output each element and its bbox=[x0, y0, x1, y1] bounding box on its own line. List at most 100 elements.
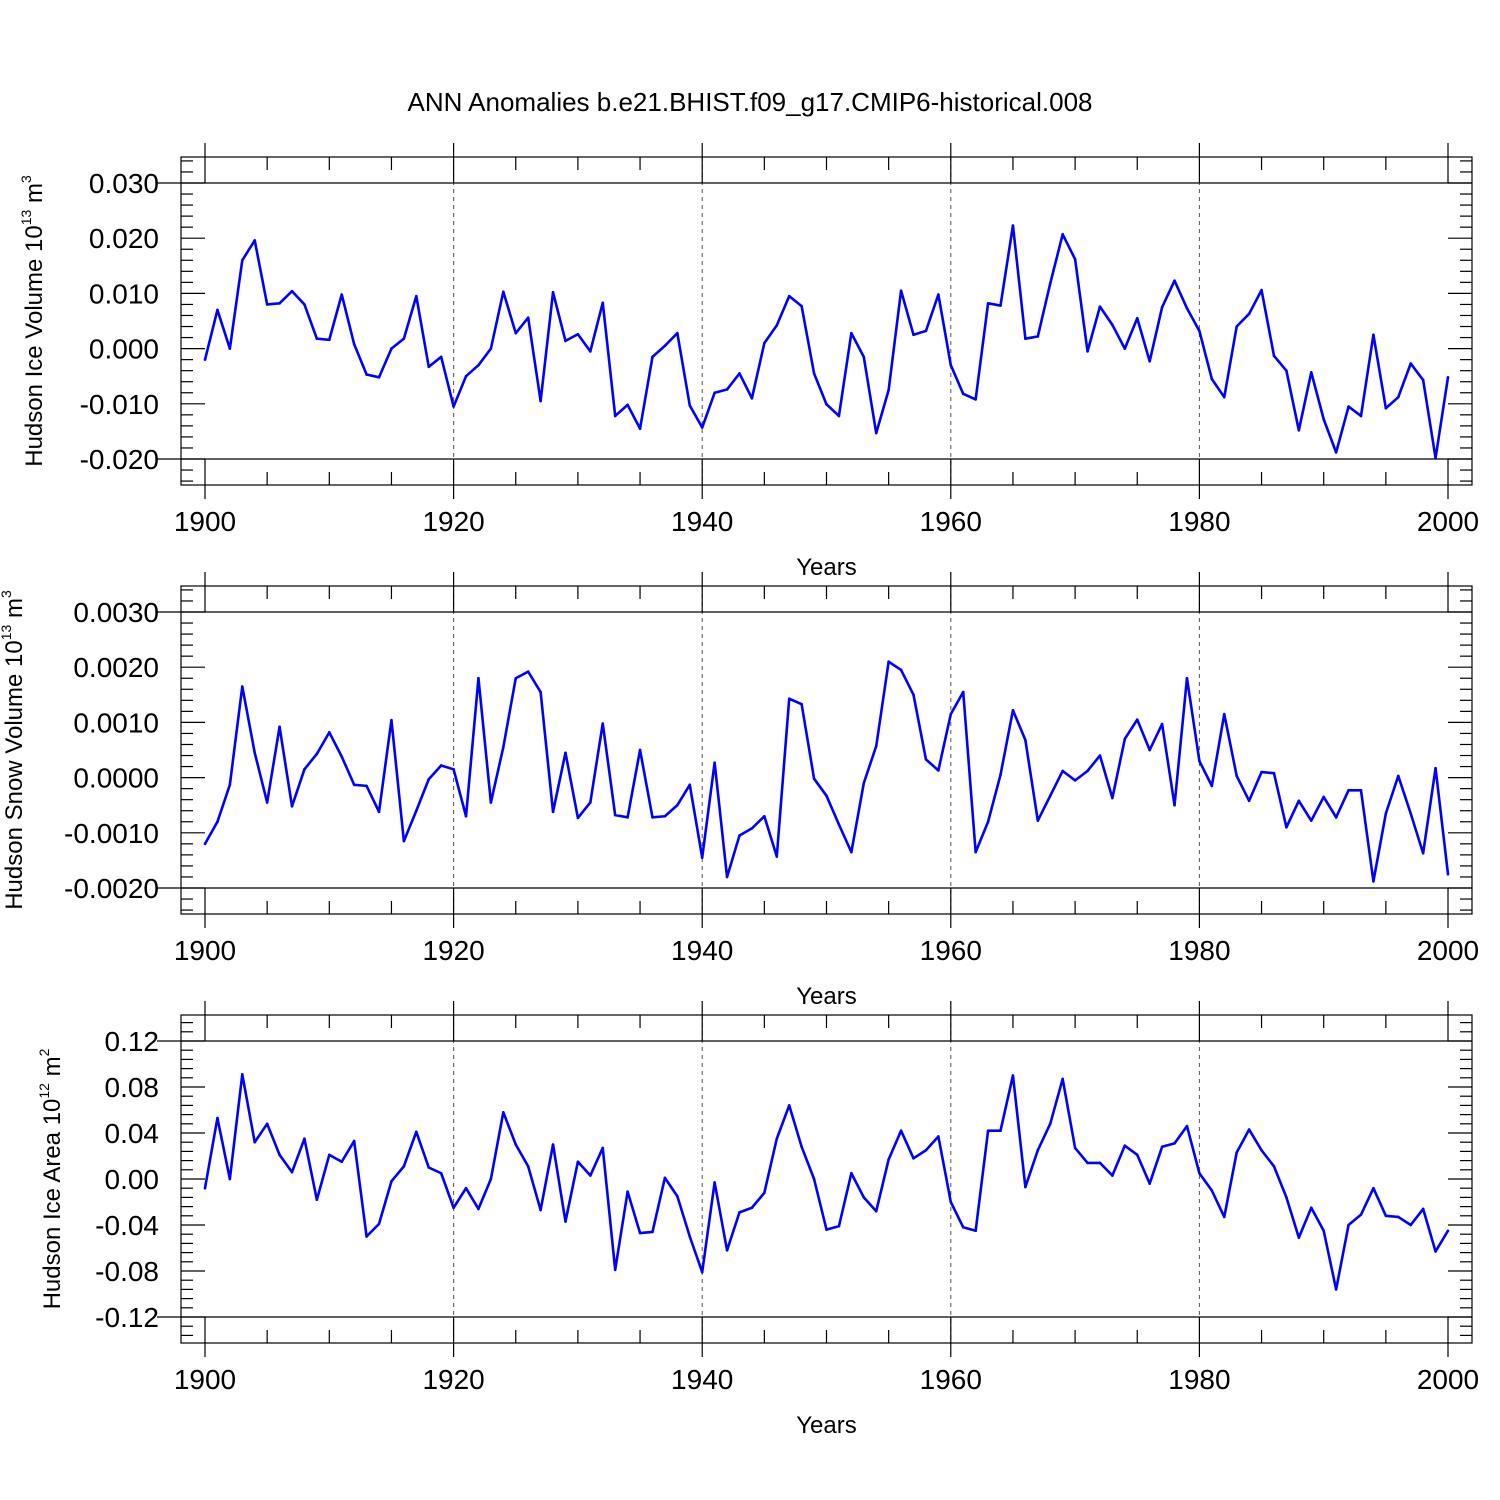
data-point bbox=[1086, 1161, 1089, 1165]
data-point bbox=[800, 304, 803, 308]
data-point bbox=[1222, 395, 1226, 399]
x-axis-title: Years bbox=[796, 983, 857, 1010]
data-point bbox=[539, 1208, 542, 1212]
data-point bbox=[1334, 451, 1338, 454]
y-tick-label: -0.0020 bbox=[64, 873, 159, 904]
data-point bbox=[303, 1137, 306, 1141]
data-point bbox=[1098, 305, 1102, 308]
data-point bbox=[725, 875, 729, 879]
y-tick-label: 0.0000 bbox=[73, 763, 159, 794]
data-point bbox=[1086, 769, 1089, 773]
y-tick-label: 0.010 bbox=[89, 278, 159, 309]
data-point bbox=[203, 842, 207, 846]
data-point bbox=[427, 1166, 431, 1169]
data-point bbox=[551, 810, 555, 814]
data-point bbox=[688, 404, 692, 407]
data-point bbox=[688, 1235, 692, 1238]
data-point bbox=[1024, 1185, 1027, 1189]
data-point bbox=[526, 670, 530, 673]
data-point bbox=[862, 781, 866, 785]
data-point bbox=[1198, 329, 1201, 333]
data-point bbox=[1334, 1288, 1338, 1291]
data-point bbox=[1297, 428, 1301, 432]
data-point bbox=[315, 1198, 319, 1201]
data-point bbox=[887, 388, 890, 392]
data-point bbox=[1434, 766, 1437, 770]
data-point bbox=[352, 342, 356, 346]
data-point bbox=[1372, 1186, 1375, 1190]
y-axis-title-base: Hudson Ice Area 10 bbox=[39, 1099, 66, 1310]
data-point bbox=[676, 1194, 679, 1198]
data-point bbox=[1285, 825, 1288, 829]
data-point bbox=[676, 803, 679, 807]
data-point bbox=[613, 813, 617, 817]
data-point bbox=[899, 668, 903, 672]
data-point bbox=[700, 1270, 704, 1274]
data-point bbox=[265, 1122, 269, 1126]
data-point bbox=[1409, 1223, 1413, 1227]
data-point bbox=[949, 712, 953, 716]
data-point bbox=[589, 350, 592, 353]
data-point bbox=[365, 1235, 368, 1238]
data-point bbox=[514, 676, 518, 680]
data-point bbox=[924, 329, 928, 333]
data-point bbox=[340, 755, 344, 758]
data-point bbox=[1446, 376, 1450, 379]
data-point bbox=[477, 1207, 480, 1211]
data-point bbox=[564, 1220, 567, 1223]
data-point bbox=[551, 1143, 555, 1146]
x-tick-label: 1960 bbox=[920, 1364, 982, 1395]
data-point bbox=[1148, 359, 1151, 363]
data-point bbox=[1111, 796, 1114, 800]
data-point bbox=[290, 289, 294, 293]
data-point bbox=[452, 1206, 455, 1210]
data-point bbox=[1198, 759, 1201, 763]
data-point bbox=[390, 347, 393, 350]
plot-frame bbox=[180, 156, 1473, 486]
data-point bbox=[812, 372, 816, 375]
data-point bbox=[1148, 1182, 1151, 1185]
data-point bbox=[1396, 1215, 1400, 1219]
data-point bbox=[1048, 282, 1052, 285]
data-point bbox=[502, 290, 505, 294]
data-point bbox=[924, 758, 928, 761]
data-point bbox=[1073, 779, 1077, 782]
data-point bbox=[775, 855, 779, 858]
data-point bbox=[899, 1129, 903, 1132]
data-point bbox=[1160, 1145, 1164, 1149]
data-point bbox=[1123, 347, 1127, 350]
x-tick-label: 1980 bbox=[1168, 506, 1230, 537]
data-point bbox=[589, 1174, 592, 1177]
data-point bbox=[464, 814, 468, 818]
data-point bbox=[1396, 395, 1400, 399]
data-point bbox=[750, 827, 754, 830]
data-point bbox=[1260, 770, 1263, 774]
data-point bbox=[439, 764, 443, 767]
data-point bbox=[700, 426, 704, 429]
data-point bbox=[800, 702, 803, 706]
data-point bbox=[352, 1139, 356, 1143]
data-point bbox=[1135, 718, 1139, 721]
data-point bbox=[1185, 307, 1189, 310]
data-point bbox=[402, 1165, 406, 1168]
y-axis-title-unit: m bbox=[39, 1056, 66, 1083]
data-point bbox=[850, 850, 853, 854]
data-points bbox=[203, 1073, 1450, 1291]
plot-frame bbox=[180, 585, 1473, 915]
data-points bbox=[203, 224, 1450, 460]
data-point bbox=[663, 344, 667, 348]
x-tick-label: 1960 bbox=[920, 506, 982, 537]
x-tick-label: 1940 bbox=[671, 1364, 733, 1395]
data-point bbox=[1036, 819, 1040, 822]
data-point bbox=[1036, 1148, 1040, 1152]
data-point bbox=[427, 365, 431, 369]
data-point bbox=[663, 814, 667, 818]
y-tick-label: 0.0010 bbox=[73, 707, 159, 738]
data-point bbox=[937, 769, 940, 772]
panel-1: -0.020 -0.010 0.000 0.010 0.020 0.030 1900 1920… bbox=[18, 143, 1479, 581]
data-point bbox=[539, 690, 542, 694]
data-point bbox=[1247, 1128, 1251, 1131]
data-point bbox=[415, 809, 418, 813]
data-point bbox=[253, 1140, 257, 1144]
